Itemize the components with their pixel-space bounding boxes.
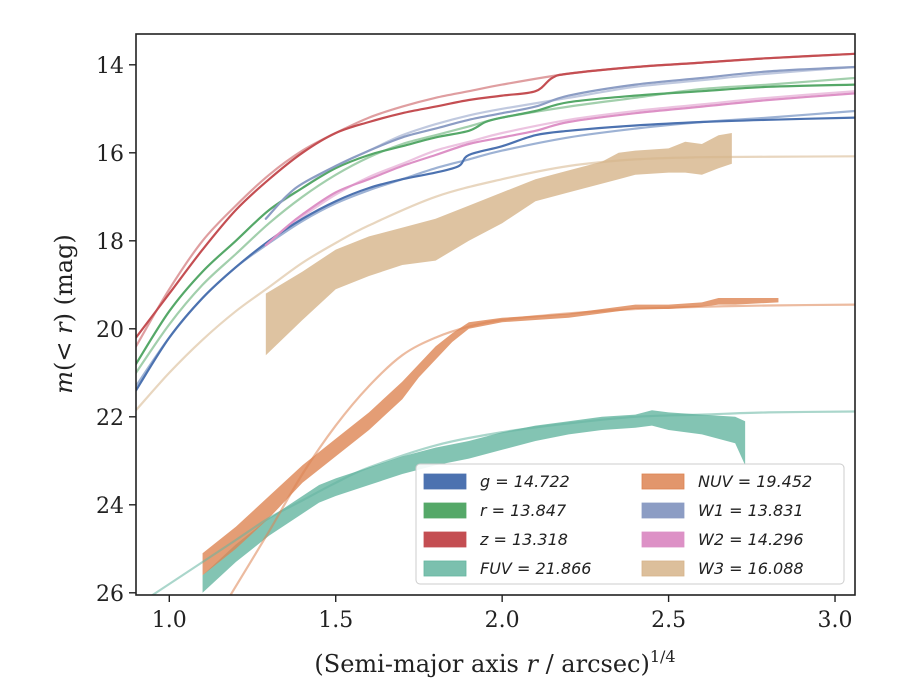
legend-swatch-W1 (641, 502, 685, 519)
x-tick-label: 2.5 (651, 608, 686, 633)
legend-swatch-g (423, 473, 467, 490)
y-tick-label: 16 (96, 142, 124, 167)
legend-label-W1: W1 = 13.831 (698, 501, 804, 520)
y-axis-label: m(< r) (mag) (50, 234, 78, 394)
model-line-NUV (229, 303, 855, 595)
legend-item-NUV: NUV = 19.452 (641, 472, 812, 491)
data-line-g (136, 116, 855, 392)
legend-swatch-W3 (641, 560, 685, 577)
legend-swatch-NUV (641, 473, 685, 490)
legend-swatch-W2 (641, 531, 685, 548)
plot-frame (135, 33, 856, 596)
legend-item-FUV: FUV = 21.866 (423, 559, 591, 578)
data-line-W2 (264, 92, 855, 247)
y-axis: 14 16 18 20 22 24 26 (96, 54, 136, 607)
x-tick-label: 1.5 (318, 608, 353, 633)
data-line-W1 (264, 65, 855, 220)
data-line-z (136, 52, 855, 339)
model-line-FUV (150, 410, 855, 595)
legend-item-g: g = 14.722 (423, 472, 570, 491)
legend-label-r: r = 13.847 (480, 501, 567, 520)
y-tick-label: 22 (96, 406, 124, 431)
model-line-W2 (268, 90, 855, 242)
legend: g = 14.722 r = 13.847 z = 13.318 FUV = 21.8… (415, 463, 845, 585)
y-tick-label: 18 (96, 230, 124, 255)
legend-frame (415, 463, 845, 585)
legend-swatch-z (423, 531, 467, 548)
band-W3 (265, 133, 732, 356)
y-tick-label: 26 (96, 582, 124, 607)
x-tick-label: 2.0 (485, 608, 520, 633)
legend-label-g: g = 14.722 (480, 472, 570, 491)
y-tick-label: 24 (96, 494, 124, 519)
x-tick-label: 1.0 (152, 608, 187, 633)
legend-label-z: z = 13.318 (479, 530, 568, 549)
x-axis: 1.0 1.5 2.0 2.5 3.0 (152, 595, 853, 633)
x-axis-label: (Semi-major axis r / arcsec)1/4 (314, 647, 675, 678)
legend-label-FUV: FUV = 21.866 (480, 559, 591, 578)
legend-label-W3: W3 = 16.088 (698, 559, 804, 578)
legend-label-W2: W2 = 14.296 (698, 530, 804, 549)
legend-swatch-FUV (423, 560, 467, 577)
legend-item-r: r = 13.847 (423, 501, 567, 520)
model-line-W3 (136, 155, 855, 412)
legend-swatch-r (423, 502, 467, 519)
data-line-r (136, 83, 855, 366)
band-FUV (202, 410, 746, 593)
legend-item-W1: W1 = 13.831 (641, 501, 804, 520)
legend-item-z: z = 13.318 (423, 530, 568, 549)
legend-item-W3: W3 = 16.088 (641, 559, 804, 578)
y-tick-label: 20 (96, 318, 124, 343)
legend-label-NUV: NUV = 19.452 (698, 472, 812, 491)
legend-item-W2: W2 = 14.296 (641, 530, 804, 549)
series-layer (136, 52, 855, 595)
y-tick-label: 14 (96, 54, 124, 79)
x-tick-label: 3.0 (818, 608, 853, 633)
